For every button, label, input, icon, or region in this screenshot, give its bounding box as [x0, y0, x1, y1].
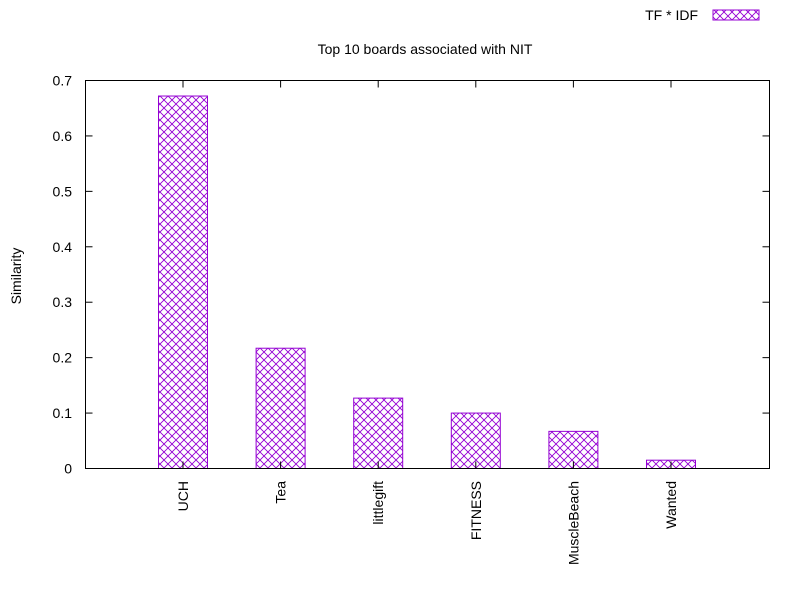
x-tick-label: UCH	[175, 481, 191, 511]
plot-frame	[85, 80, 770, 469]
y-ticks: 0 0.1 0.2 0.3 0.4 0.5 0.6 0.7	[53, 73, 770, 477]
legend: TF * IDF	[645, 7, 760, 23]
y-tick-label: 0.1	[53, 405, 73, 421]
bar-uch	[158, 95, 208, 470]
legend-label: TF * IDF	[645, 7, 698, 23]
chart-title: Top 10 boards associated with NIT	[318, 41, 533, 57]
x-ticks: UCH Tea littlegift FITNESS MuscleBeach Wanted	[175, 80, 679, 565]
x-tick-label: MuscleBeach	[565, 481, 581, 565]
x-tick-label: FITNESS	[468, 481, 484, 540]
bar-tea	[255, 347, 306, 469]
bar-fitness	[450, 412, 501, 470]
x-tick-label: Tea	[273, 481, 289, 504]
y-tick-label: 0.5	[53, 183, 73, 199]
bars	[158, 95, 696, 470]
y-tick-label: 0.4	[53, 239, 73, 255]
x-tick-label: littlegift	[370, 481, 386, 525]
y-tick-label: 0.2	[53, 350, 73, 366]
x-tick-label: Wanted	[663, 481, 679, 529]
bar-littlegift	[353, 397, 404, 469]
y-tick-label: 0.7	[53, 73, 73, 89]
y-axis-label: Similarity	[8, 248, 24, 305]
y-tick-label: 0.3	[53, 294, 73, 310]
y-tick-label: 0.6	[53, 128, 73, 144]
legend-swatch	[712, 9, 760, 21]
y-tick-label: 0	[64, 461, 72, 477]
